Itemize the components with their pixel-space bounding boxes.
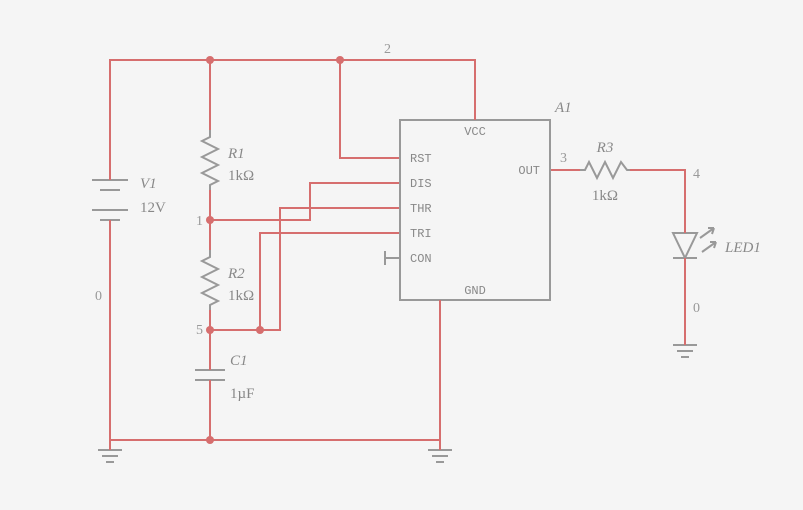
- v1-value: 12V: [140, 200, 166, 216]
- net-0a: 0: [95, 289, 102, 304]
- a1-pin-vcc: VCC: [464, 125, 486, 139]
- junctions: [206, 56, 344, 444]
- ground-main: [98, 440, 122, 462]
- a1-pin-gnd: GND: [464, 284, 486, 298]
- r3-ref: R3: [596, 140, 614, 156]
- wires: [110, 60, 685, 440]
- c1-value: 1µF: [230, 386, 255, 402]
- led1-ref: LED1: [724, 240, 761, 256]
- a1-pin-con: CON: [410, 252, 432, 266]
- r1-value: 1kΩ: [228, 168, 254, 184]
- component-r2: [202, 250, 218, 310]
- component-led1: [673, 228, 716, 270]
- component-c1: [195, 360, 225, 386]
- net-1: 1: [196, 214, 203, 229]
- net-5: 5: [196, 323, 203, 338]
- a1-pin-out: OUT: [518, 164, 540, 178]
- ground-chip: [428, 440, 452, 462]
- component-v1: [92, 168, 128, 232]
- a1-pin-tri: TRI: [410, 227, 432, 241]
- r1-ref: R1: [227, 146, 245, 162]
- v1-ref: V1: [140, 176, 157, 192]
- component-r1: [202, 130, 218, 190]
- net-0b: 0: [693, 301, 700, 316]
- net-3: 3: [560, 151, 567, 166]
- net-2: 2: [384, 42, 391, 57]
- a1-pin-rst: RST: [410, 152, 432, 166]
- a1-ref: A1: [554, 100, 572, 116]
- r2-value: 1kΩ: [228, 288, 254, 304]
- r2-ref: R2: [227, 266, 245, 282]
- ground-led: [673, 340, 697, 357]
- net-4: 4: [693, 167, 700, 182]
- c1-ref: C1: [230, 353, 248, 369]
- a1-pin-dis: DIS: [410, 177, 432, 191]
- a1-pin-thr: THR: [410, 202, 432, 216]
- component-r3: [580, 162, 630, 178]
- r3-value: 1kΩ: [592, 188, 618, 204]
